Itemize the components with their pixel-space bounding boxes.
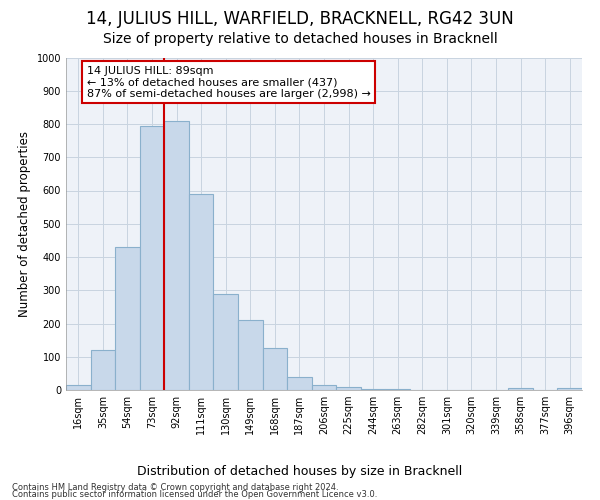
Text: Distribution of detached houses by size in Bracknell: Distribution of detached houses by size …: [137, 465, 463, 478]
Text: Contains HM Land Registry data © Crown copyright and database right 2024.: Contains HM Land Registry data © Crown c…: [12, 482, 338, 492]
Bar: [508, 388, 533, 390]
Bar: [214, 294, 238, 390]
Bar: [312, 385, 336, 390]
Bar: [66, 385, 91, 390]
Bar: [557, 388, 582, 390]
Text: Contains public sector information licensed under the Open Government Licence v3: Contains public sector information licen…: [12, 490, 377, 499]
Bar: [238, 320, 263, 390]
Bar: [140, 126, 164, 390]
Text: 14, JULIUS HILL, WARFIELD, BRACKNELL, RG42 3UN: 14, JULIUS HILL, WARFIELD, BRACKNELL, RG…: [86, 10, 514, 28]
Bar: [189, 194, 214, 390]
Bar: [263, 348, 287, 390]
Text: 14 JULIUS HILL: 89sqm
← 13% of detached houses are smaller (437)
87% of semi-det: 14 JULIUS HILL: 89sqm ← 13% of detached …: [86, 66, 371, 99]
Bar: [287, 376, 312, 390]
Bar: [336, 388, 361, 390]
Bar: [115, 247, 140, 390]
Bar: [91, 350, 115, 390]
Bar: [361, 389, 385, 390]
Text: Size of property relative to detached houses in Bracknell: Size of property relative to detached ho…: [103, 32, 497, 46]
Y-axis label: Number of detached properties: Number of detached properties: [18, 130, 31, 317]
Bar: [164, 120, 189, 390]
